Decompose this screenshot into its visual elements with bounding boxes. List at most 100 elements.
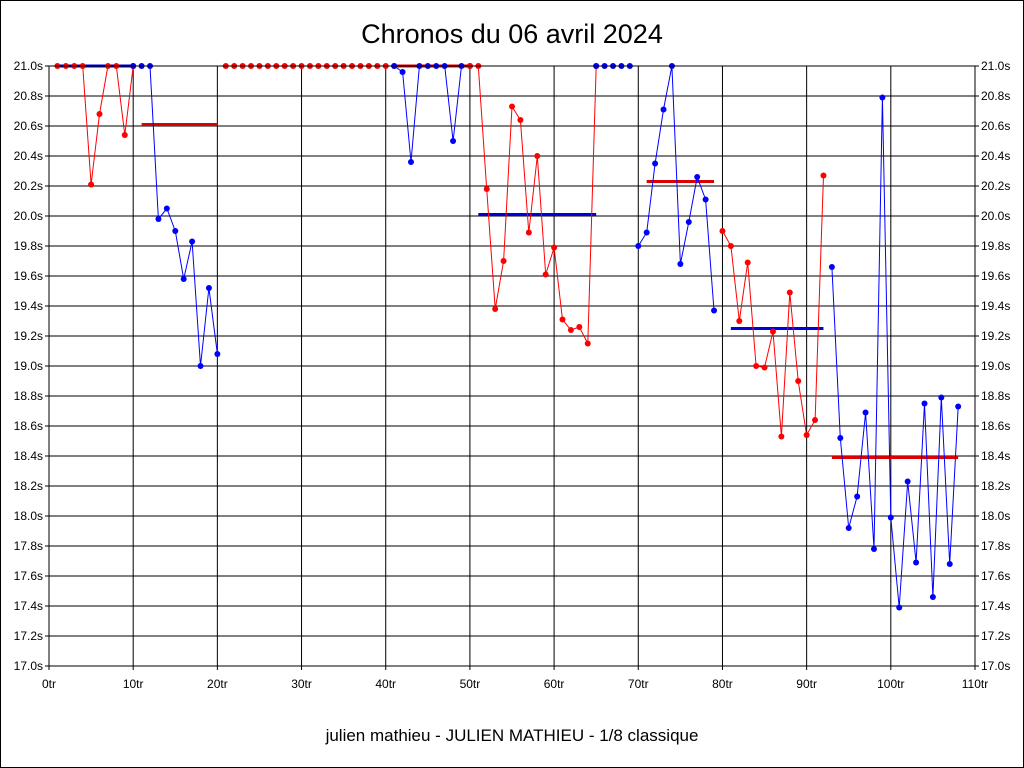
data-point-red (744, 259, 751, 266)
y-tick-label-right: 18.8s (981, 389, 1010, 403)
y-tick-label: 18.0s (14, 509, 43, 523)
y-tick-label-right: 19.2s (981, 329, 1010, 343)
average-lines (57, 64, 959, 459)
data-point-red (795, 378, 802, 384)
data-point-red (517, 117, 524, 123)
y-tick-label-right: 20.2s (981, 179, 1010, 193)
data-point-blue (845, 525, 852, 531)
x-tick-label: 110tr (962, 677, 988, 691)
data-point-blue (180, 276, 187, 282)
data-point-blue (677, 261, 684, 267)
tick-labels: 21.0s 21.0s 20.8s 20.8s 20.6s 20.6s 20.4s 20.4s… (14, 59, 1011, 691)
y-tick-label: 19.6s (14, 269, 43, 283)
data-point-blue (407, 159, 414, 165)
y-tick-label-right: 18.2s (981, 479, 1010, 493)
y-tick-label: 18.2s (14, 479, 43, 493)
data-point-blue (685, 219, 692, 225)
y-tick-label-right: 17.4s (981, 599, 1010, 613)
y-tick-label-right: 17.8s (981, 539, 1010, 553)
data-point-red (96, 111, 103, 117)
data-point-red (567, 327, 574, 333)
data-point-blue (946, 561, 953, 567)
y-tick-label: 20.2s (14, 179, 43, 193)
y-tick-label: 19.8s (14, 239, 43, 253)
y-tick-label: 19.4s (14, 299, 43, 313)
series-line-blue (637, 65, 715, 311)
y-tick-label-right: 17.6s (981, 569, 1010, 583)
y-tick-label: 17.0s (14, 659, 43, 673)
y-tick-label-right: 17.2s (981, 629, 1010, 643)
x-tick-label: 10tr (123, 677, 144, 691)
y-tick-label-right: 18.6s (981, 419, 1010, 433)
y-tick-label: 20.4s (14, 149, 43, 163)
y-tick-label: 20.8s (14, 89, 43, 103)
y-tick-label-right: 20.6s (981, 119, 1010, 133)
data-point-red (551, 244, 558, 251)
chart-title: Chronos du 06 avril 2024 (361, 19, 663, 49)
y-tick-label: 17.6s (14, 569, 43, 583)
x-tick-label: 50tr (460, 677, 481, 691)
data-point-blue (155, 216, 162, 222)
data-point-blue (955, 403, 962, 410)
data-point-blue (938, 394, 945, 401)
data-point-red (803, 432, 810, 438)
data-point-red (525, 229, 532, 236)
data-point-red (492, 306, 499, 312)
data-point-blue (870, 546, 877, 552)
data-point-blue (660, 106, 667, 113)
data-point-red (534, 153, 541, 159)
series-lines (57, 65, 959, 608)
y-tick-label: 20.6s (14, 119, 43, 133)
data-point-red (509, 103, 515, 110)
x-tick-label: 80tr (712, 677, 733, 691)
data-point-blue (163, 205, 170, 212)
data-point-blue (197, 363, 204, 369)
grid (45, 65, 979, 670)
data-point-blue (862, 409, 869, 416)
data-point-red (542, 271, 549, 278)
y-tick-label-right: 20.8s (981, 89, 1010, 103)
data-point-red (483, 186, 490, 192)
y-tick-label: 19.0s (14, 359, 43, 373)
data-point-blue (913, 559, 920, 566)
data-point-red (820, 172, 827, 179)
data-point-blue (694, 174, 701, 180)
y-tick-label: 18.8s (14, 389, 43, 403)
data-point-red (559, 316, 566, 323)
series-points (54, 63, 962, 611)
y-tick-label: 17.2s (14, 629, 43, 643)
x-tick-label: 60tr (544, 677, 565, 691)
y-tick-label-right: 19.8s (981, 239, 1010, 253)
series-line-blue (393, 65, 470, 163)
series-line-red (469, 65, 597, 346)
data-point-blue (643, 229, 650, 236)
data-point-blue (837, 435, 844, 441)
data-point-red (576, 324, 583, 330)
data-point-blue (652, 160, 659, 167)
y-tick-label: 17.8s (14, 539, 43, 553)
data-point-red (786, 289, 793, 296)
data-point-blue (205, 285, 212, 291)
data-point-red (727, 243, 734, 249)
y-tick-label: 18.4s (14, 449, 43, 463)
y-tick-label: 17.4s (14, 599, 43, 613)
y-tick-label-right: 18.4s (981, 449, 1010, 463)
y-tick-label-right: 19.4s (981, 299, 1010, 313)
y-tick-label-right: 20.4s (981, 149, 1010, 163)
series-line-red (57, 65, 134, 185)
data-point-red (761, 364, 768, 371)
data-point-red (88, 181, 95, 188)
data-point-red (736, 318, 743, 324)
y-tick-label-right: 19.0s (981, 359, 1010, 373)
plot-border (48, 65, 976, 667)
data-point-blue (904, 478, 911, 485)
x-tick-label: 40tr (375, 677, 396, 691)
data-point-blue (214, 351, 221, 357)
data-point-blue (450, 138, 457, 144)
data-point-blue (879, 94, 886, 101)
y-tick-label: 21.0s (14, 59, 43, 73)
chart-subtitle: julien mathieu - JULIEN MATHIEU - 1/8 cl… (325, 726, 699, 745)
data-point-blue (702, 196, 709, 203)
